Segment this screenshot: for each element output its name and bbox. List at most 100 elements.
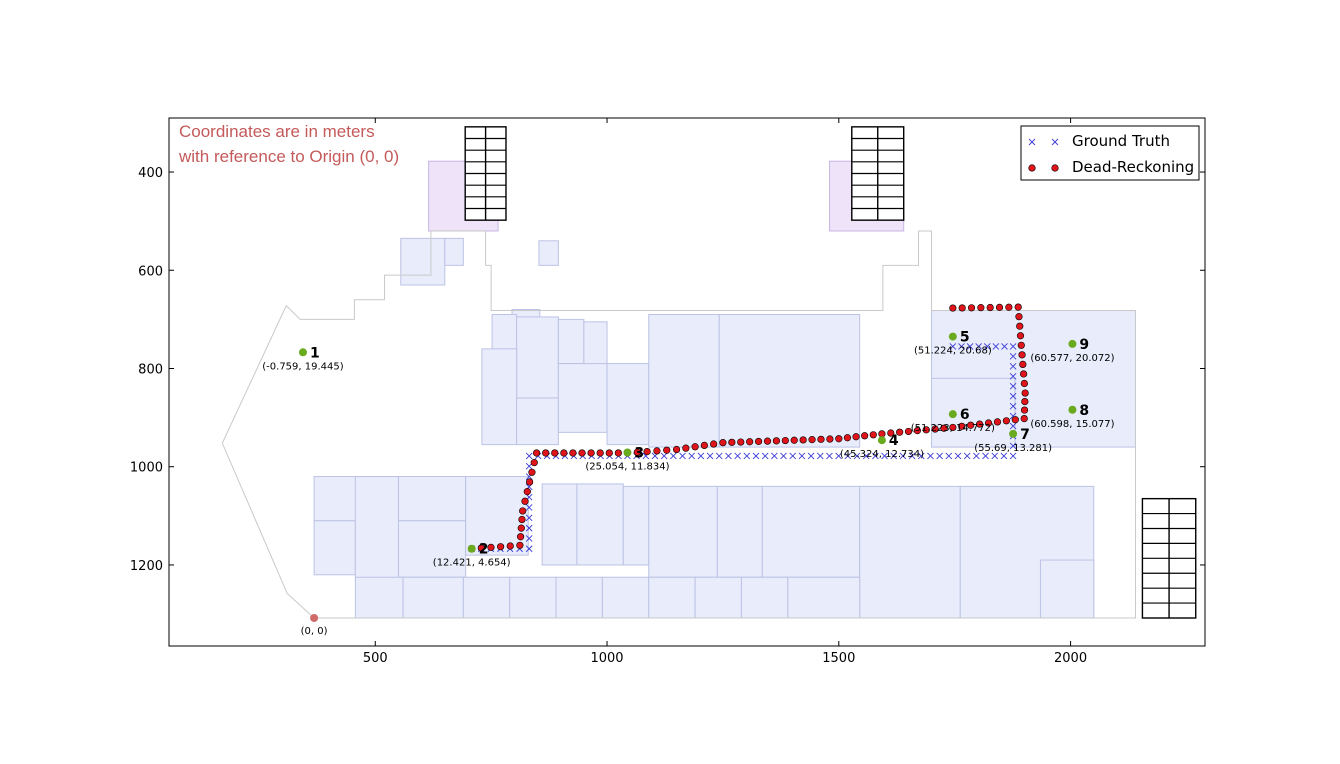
x-stroke: [789, 452, 797, 460]
ground-truth-point: [927, 452, 934, 460]
dead-reckoning-point: [523, 488, 531, 496]
ground-truth-point: [780, 452, 787, 460]
dead-reckoning-point: [808, 436, 816, 444]
dead-reckoning-point: [516, 533, 525, 541]
x-stroke: [697, 452, 705, 460]
x-stroke: [992, 343, 1000, 350]
x-stroke: [670, 452, 677, 460]
room: [1039, 559, 1095, 619]
ground-truth-point: [1009, 362, 1017, 370]
dead-reckoning-point: [633, 448, 641, 456]
dead-reckoning-point: [614, 449, 622, 457]
annotation-line-2: with reference to Origin (0, 0): [178, 147, 399, 166]
ground-truth-point: [844, 452, 852, 460]
waypoint-3-coord: (25.054, 11.834): [585, 461, 669, 472]
ground-truth-point: [1009, 422, 1017, 430]
waypoint-6-marker: [948, 410, 957, 419]
dead-reckoning-point: [560, 449, 568, 457]
ground-truth-point: [973, 452, 980, 460]
waypoint-6-coord: (51.223, 14.772): [911, 423, 995, 434]
x-stroke: [1009, 353, 1017, 360]
staircase: [1141, 497, 1197, 619]
room: [444, 237, 464, 266]
dead-reckoning-point: [497, 543, 505, 551]
building-outline: [221, 230, 1136, 619]
x-stroke: [862, 452, 870, 460]
ground-truth-point: [525, 545, 533, 553]
x-stroke: [966, 343, 974, 350]
x-stroke: [1009, 392, 1017, 400]
x-stroke: [1009, 422, 1017, 430]
dead-reckoning-point: [904, 427, 913, 436]
x-stroke: [525, 514, 533, 522]
ground-truth-point: [826, 452, 833, 460]
dead-reckoning-series: [468, 303, 1029, 553]
legend-dead-reckoning-dot: [1051, 164, 1059, 172]
ground-truth-point: [670, 452, 677, 460]
dead-reckoning-point: [506, 542, 514, 550]
room: [397, 476, 467, 522]
waypoint-5-coord: (51.224, 20.68): [914, 346, 992, 357]
x-stroke: [679, 452, 686, 460]
x-stroke: [973, 452, 980, 460]
dead-reckoning-point: [521, 497, 529, 505]
legend-label-dead-reckoning: Dead-Reckoning: [1072, 158, 1194, 176]
legend-label-ground-truth: Ground Truth: [1072, 132, 1170, 150]
room: [761, 485, 861, 578]
room: [576, 483, 624, 566]
ground-truth-point: [525, 535, 533, 542]
ground-truth-point: [954, 452, 962, 460]
x-stroke: [881, 452, 888, 460]
ground-truth-point: [1009, 452, 1017, 460]
ground-truth-point: [525, 514, 533, 522]
room: [716, 485, 763, 578]
ground-truth-point: [1009, 353, 1017, 360]
dead-reckoning-point: [663, 446, 671, 454]
x-stroke: [780, 452, 787, 460]
dead-reckoning-point: [896, 428, 904, 436]
room: [462, 576, 511, 619]
ground-truth-point: [1009, 372, 1017, 380]
ground-truth-point: [706, 452, 714, 460]
ground-truth-point: [715, 452, 723, 460]
dead-reckoning-point: [519, 507, 527, 515]
room: [859, 485, 961, 619]
dead-reckoning-point: [542, 449, 550, 457]
legend-ground-truth-marker: [1028, 138, 1059, 146]
x-stroke: [983, 343, 991, 350]
x-stroke: [525, 504, 533, 511]
room: [465, 476, 529, 556]
dead-reckoning-point: [1014, 303, 1022, 311]
x-stroke: [936, 452, 943, 460]
room: [718, 313, 861, 448]
ground-truth-point: [725, 452, 732, 460]
ground-truth-point: [660, 452, 668, 460]
dead-reckoning-point: [532, 449, 541, 457]
legend-box: [1020, 125, 1200, 181]
ground-truth-point: [881, 452, 888, 460]
x-stroke: [1028, 138, 1036, 146]
waypoint-8-marker: [1068, 405, 1077, 414]
staircase: [464, 126, 507, 221]
dead-reckoning-point: [878, 430, 886, 438]
room: [354, 576, 404, 619]
x-stroke: [835, 452, 842, 460]
dead-reckoning-point: [949, 304, 957, 312]
plot-frame: [168, 117, 1206, 647]
y-tick-label: 1000: [130, 461, 163, 476]
legend-dead-reckoning-dot: [1028, 164, 1036, 172]
room: [509, 576, 557, 619]
dead-reckoning-point: [710, 440, 718, 448]
room: [354, 476, 399, 581]
dead-reckoning-point: [528, 468, 536, 476]
dead-reckoning-point: [913, 427, 921, 435]
ground-truth-point: [975, 343, 982, 350]
dead-reckoning-point: [605, 449, 613, 457]
x-stroke: [1009, 452, 1017, 460]
dead-reckoning-point: [487, 543, 495, 551]
dead-reckoning-point: [691, 443, 699, 451]
waypoint-7-marker: [1009, 429, 1018, 438]
x-stroke: [525, 545, 533, 553]
ground-truth-point: [1009, 442, 1017, 450]
